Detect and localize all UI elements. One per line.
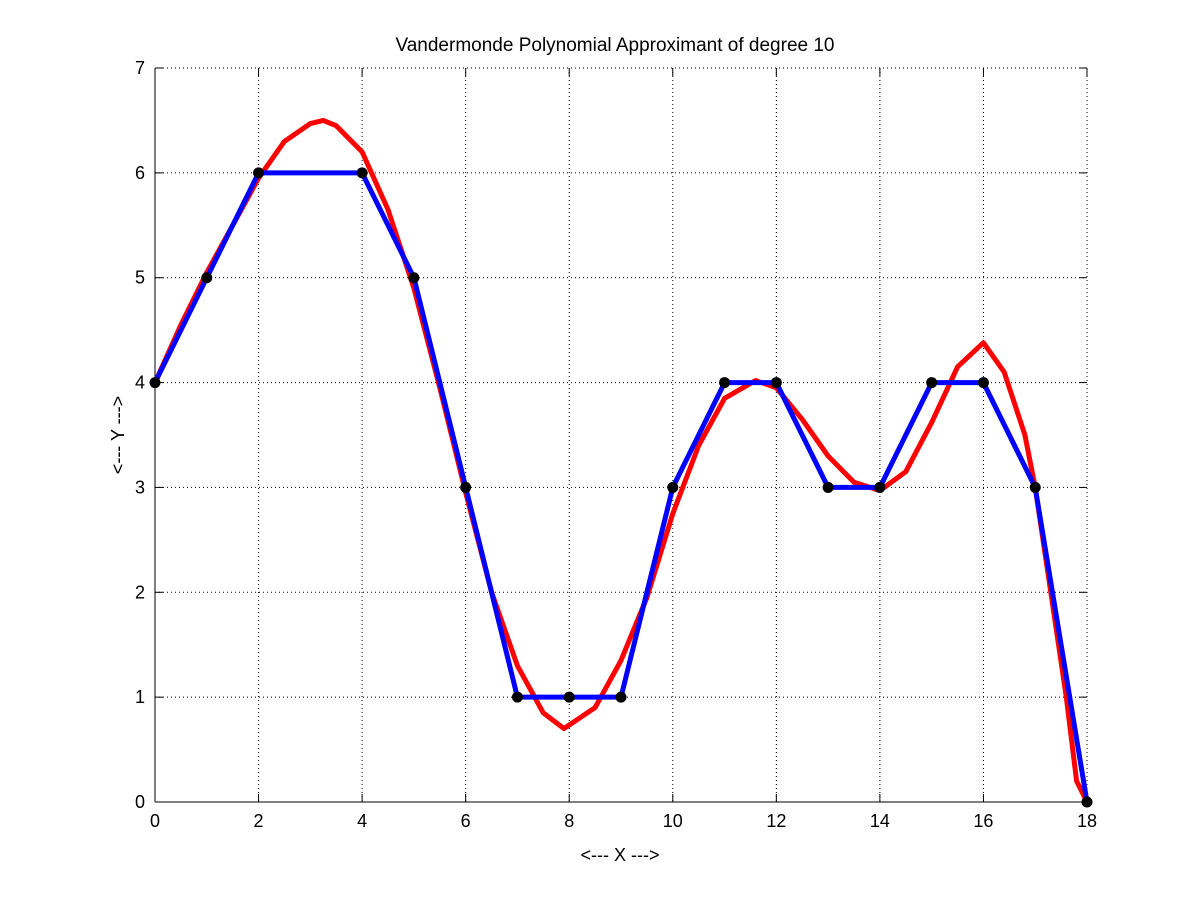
y-axis-label: <--- Y ---> (108, 396, 128, 474)
data-point-marker (460, 481, 472, 493)
x-tick-label: 10 (663, 811, 683, 831)
x-tick-label: 14 (870, 811, 890, 831)
data-point-marker (926, 377, 938, 389)
data-point-marker (615, 691, 627, 703)
data-point-marker (1081, 796, 1093, 808)
x-axis-label: <--- X ---> (581, 845, 660, 865)
y-tick-label: 3 (135, 477, 145, 497)
data-point-marker (201, 272, 213, 284)
data-point-marker (977, 377, 989, 389)
data-point-marker (253, 167, 265, 179)
x-tick-label: 8 (564, 811, 574, 831)
x-tick-label: 4 (357, 811, 367, 831)
marker-layer (149, 167, 1093, 808)
y-tick-label: 1 (135, 687, 145, 707)
data-point-marker (667, 481, 679, 493)
data-point-marker (563, 691, 575, 703)
chart-title: Vandermonde Polynomial Approximant of de… (395, 35, 834, 56)
y-tick-label: 0 (135, 792, 145, 812)
data-polyline (152, 170, 1090, 805)
x-tick-label: 12 (766, 811, 786, 831)
data-point-marker (408, 272, 420, 284)
data-point-marker (874, 481, 886, 493)
data-point-marker (511, 691, 523, 703)
y-tick-label: 7 (135, 58, 145, 78)
y-tick-label: 6 (135, 163, 145, 183)
series-layer (152, 117, 1090, 805)
x-tick-label: 6 (461, 811, 471, 831)
y-tick-label: 4 (135, 373, 145, 393)
x-tick-label: 0 (150, 811, 160, 831)
y-tick-label: 5 (135, 268, 145, 288)
data-point-marker (149, 377, 161, 389)
x-tick-label: 16 (973, 811, 993, 831)
data-point-marker (1029, 481, 1041, 493)
data-point-marker (822, 481, 834, 493)
data-point-marker (356, 167, 368, 179)
data-point-marker (719, 377, 731, 389)
x-tick-label: 18 (1077, 811, 1097, 831)
y-tick-label: 2 (135, 582, 145, 602)
data-point-marker (770, 377, 782, 389)
x-tick-label: 2 (254, 811, 264, 831)
